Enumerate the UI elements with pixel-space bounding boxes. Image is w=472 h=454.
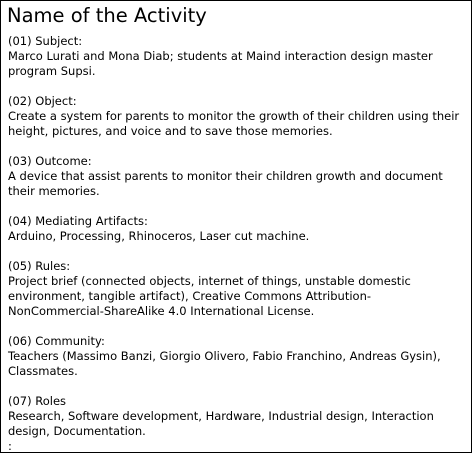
- section-rules: (05) Rules: Project brief (connected obj…: [8, 259, 465, 319]
- section-body: Research, Software development, Hardware…: [8, 409, 434, 438]
- trailing-mark: :: [8, 439, 12, 453]
- section-body: A device that assist parents to monitor …: [8, 169, 443, 198]
- section-heading: (05) Rules:: [8, 259, 71, 273]
- section-roles: (07) Roles Research, Software developmen…: [8, 394, 465, 454]
- section-body: Teachers (Massimo Banzi, Giorgio Olivero…: [8, 349, 441, 378]
- section-heading: (07) Roles: [8, 394, 67, 408]
- section-body: Project brief (connected objects, intern…: [8, 274, 411, 318]
- section-outcome: (03) Outcome: A device that assist paren…: [8, 154, 465, 199]
- section-subject: (01) Subject: Marco Lurati and Mona Diab…: [8, 34, 465, 79]
- activity-content: (01) Subject: Marco Lurati and Mona Diab…: [8, 34, 465, 454]
- activity-title: Name of the Activity: [7, 4, 207, 27]
- section-mediating-artifacts: (04) Mediating Artifacts: Arduino, Proce…: [8, 214, 465, 244]
- section-heading: (04) Mediating Artifacts:: [8, 214, 148, 228]
- section-object: (02) Object: Create a system for parents…: [8, 94, 465, 139]
- section-body: Arduino, Processing, Rhinoceros, Laser c…: [8, 229, 310, 243]
- section-heading: (03) Outcome:: [8, 154, 92, 168]
- section-heading: (06) Community:: [8, 334, 105, 348]
- section-body: Marco Lurati and Mona Diab; students at …: [8, 49, 433, 78]
- section-body: Create a system for parents to monitor t…: [8, 109, 460, 138]
- section-heading: (02) Object:: [8, 94, 77, 108]
- section-heading: (01) Subject:: [8, 34, 83, 48]
- section-community: (06) Community: Teachers (Massimo Banzi,…: [8, 334, 465, 379]
